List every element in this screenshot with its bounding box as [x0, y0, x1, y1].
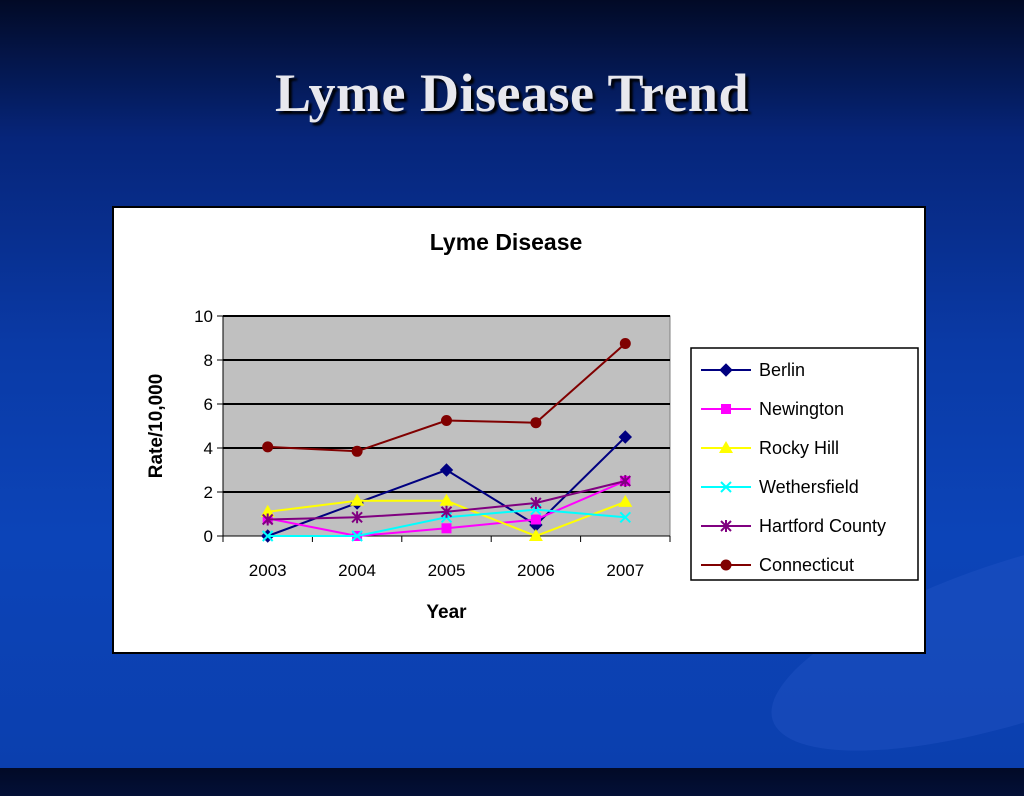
data-point-connecticut [262, 441, 274, 453]
x-axis-label: Year [426, 602, 467, 623]
chart-title: Lyme Disease [430, 229, 583, 255]
x-tick-label: 2005 [428, 561, 466, 580]
y-tick-label: 10 [194, 307, 213, 326]
data-point-wethersfield [261, 530, 274, 542]
legend-marker-newington [721, 404, 731, 414]
data-point-hartford-county [619, 475, 632, 487]
y-tick-label: 8 [204, 351, 213, 370]
data-point-rocky-hill [528, 529, 543, 541]
data-point-hartford-county [440, 505, 453, 518]
data-point-rocky-hill [260, 504, 275, 517]
legend-label-wethersfield: Wethersfield [759, 477, 859, 497]
legend-label-berlin: Berlin [759, 360, 805, 380]
data-point-wethersfield [351, 530, 363, 542]
legend-marker-wethersfield [720, 481, 732, 493]
data-point-connecticut [351, 445, 363, 457]
y-tick-label: 0 [204, 527, 213, 546]
data-point-wethersfield [619, 511, 632, 524]
x-tick-label: 2004 [338, 561, 376, 580]
data-point-connecticut [530, 417, 542, 429]
data-point-connecticut [619, 338, 631, 349]
y-tick-label: 2 [204, 483, 213, 502]
data-point-berlin [439, 463, 454, 477]
line-chart: Lyme Disease 0 2 4 6 8 10 2003 2004 2005 2006 2007 Y… [146, 229, 919, 623]
data-point-hartford-county [530, 497, 542, 509]
legend-marker-hartford-county [720, 520, 732, 532]
chart-frame: Lyme Disease 0 2 4 6 8 10 2003 2004 2005 2006 2007 Y… [112, 206, 926, 654]
data-point-newington [530, 514, 541, 525]
legend-marker-connecticut [720, 559, 732, 571]
y-axis-label: Rate/10,000 [146, 374, 167, 479]
y-tick-label: 4 [204, 439, 213, 458]
data-point-berlin [618, 430, 633, 444]
x-tick-label: 2003 [249, 561, 287, 580]
x-tick-label: 2006 [517, 561, 555, 580]
slide-title: Lyme Disease Trend [274, 63, 749, 123]
legend-marker-berlin [719, 363, 733, 377]
legend-label-newington: Newington [759, 399, 844, 419]
legend-label-rocky-hill: Rocky Hill [759, 438, 839, 458]
data-point-hartford-county [261, 513, 274, 526]
data-point-rocky-hill [439, 493, 454, 506]
y-tick-label: 6 [204, 395, 213, 414]
legend-label-hartford-county: Hartford County [759, 516, 886, 536]
legend-marker-rocky-hill [719, 441, 733, 453]
data-point-rocky-hill [350, 493, 365, 506]
legend-label-connecticut: Connecticut [759, 555, 854, 575]
data-point-rocky-hill [618, 494, 633, 507]
data-point-connecticut [441, 415, 452, 426]
data-point-newington [441, 523, 452, 534]
data-point-hartford-county [351, 511, 363, 524]
legend [690, 347, 919, 581]
x-tick-label: 2007 [606, 561, 644, 580]
